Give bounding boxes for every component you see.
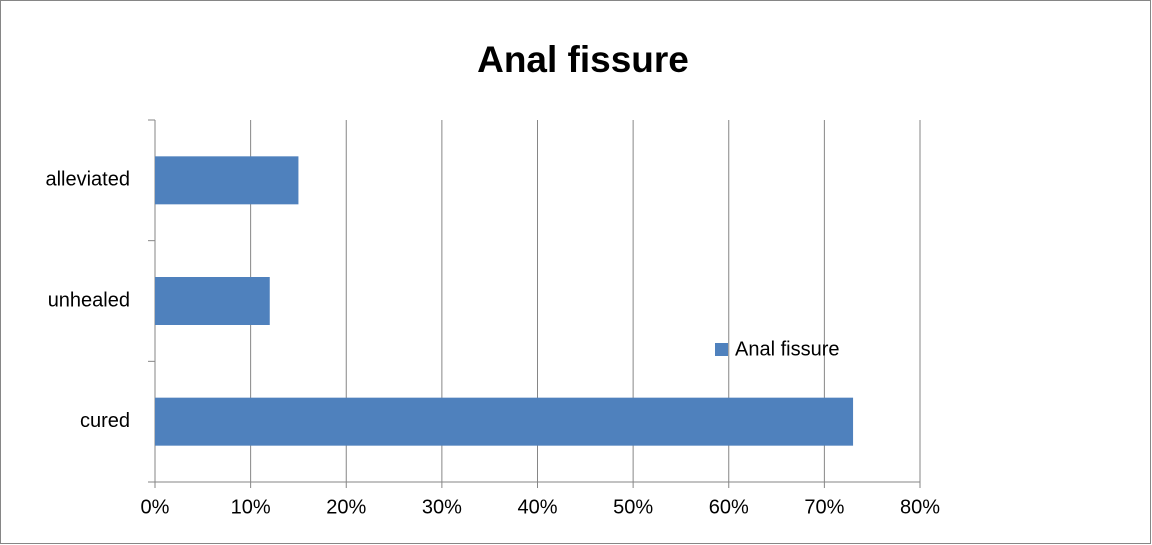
y-tick-label: unhealed — [48, 289, 130, 311]
x-tick-label: 50% — [613, 496, 653, 518]
x-tick-label: 60% — [709, 496, 749, 518]
x-tick-label: 80% — [900, 496, 940, 518]
x-tick-label: 30% — [422, 496, 462, 518]
bar — [155, 277, 270, 325]
x-tick-label: 20% — [326, 496, 366, 518]
legend-label: Anal fissure — [735, 338, 840, 360]
legend-swatch — [715, 343, 728, 356]
bar — [155, 156, 299, 205]
x-tick-label: 70% — [804, 496, 844, 518]
x-tick-label: 40% — [517, 496, 557, 518]
bar — [155, 397, 854, 446]
x-tick-label: 0% — [141, 496, 170, 518]
x-tick-label: 10% — [231, 496, 271, 518]
y-tick-label: alleviated — [45, 169, 130, 191]
chart-title: Anal fissure — [477, 39, 689, 80]
y-tick-label: cured — [80, 410, 130, 432]
